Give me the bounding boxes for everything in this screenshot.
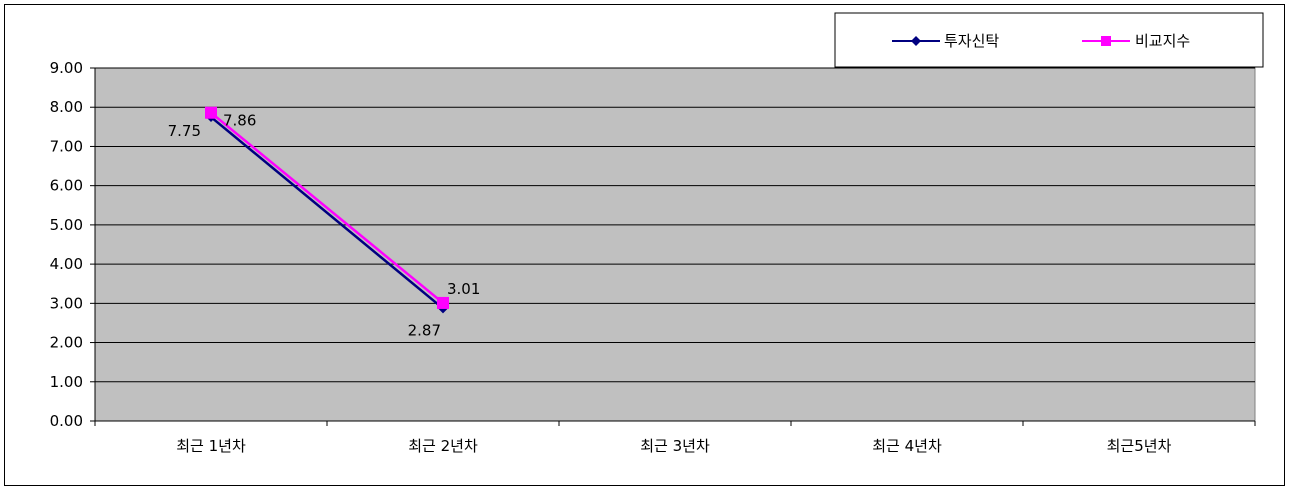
y-tick-label: 4.00: [50, 255, 83, 273]
data-label: 3.01: [447, 280, 480, 298]
y-tick-label: 3.00: [50, 294, 83, 312]
y-tick-label: 5.00: [50, 216, 83, 234]
legend-marker-series-2: [1101, 36, 1111, 46]
x-tick-label: 최근5년차: [1107, 437, 1172, 455]
legend: 투자신탁 비교지수: [834, 12, 1264, 68]
legend-label-series-2: 비교지수: [1135, 32, 1190, 50]
x-tick-label: 최근 2년차: [408, 437, 478, 455]
legend-marker-series-1: [911, 36, 921, 46]
y-tick-label: 1.00: [50, 373, 83, 391]
data-point: [437, 296, 449, 309]
x-tick-label: 최근 1년차: [176, 437, 246, 455]
gridlines: [95, 67, 1255, 383]
data-point: [205, 106, 217, 119]
markers: [205, 106, 449, 314]
y-tick-label: 6.00: [50, 177, 83, 195]
y-axis: 0.00 1.00 2.00 3.00 4.00 5.00 6.00 7.00 8.00 9.00: [50, 59, 96, 430]
data-labels: 7.75 2.87 7.86 3.01: [168, 112, 481, 340]
plot-area: [94, 67, 1256, 422]
x-tick-label: 최근 4년차: [872, 437, 942, 455]
data-label: 7.75: [168, 122, 201, 140]
series-line-2: [210, 111, 444, 304]
y-tick-label: 9.00: [50, 59, 83, 77]
x-tick-label: 최근 3년차: [640, 437, 710, 455]
data-label: 7.86: [223, 112, 256, 130]
series-lines: [210, 111, 444, 310]
y-tick-label: 2.00: [50, 334, 83, 352]
legend-label-series-1: 투자신탁: [944, 32, 999, 50]
y-tick-label: 0.00: [50, 412, 83, 430]
x-axis: 최근 1년차 최근 2년차 최근 3년차 최근 4년차 최근5년차: [94, 420, 1256, 455]
data-label: 2.87: [408, 321, 441, 339]
y-tick-label: 8.00: [50, 98, 83, 116]
series-line-1: [210, 116, 444, 310]
y-tick-label: 7.00: [50, 137, 83, 155]
